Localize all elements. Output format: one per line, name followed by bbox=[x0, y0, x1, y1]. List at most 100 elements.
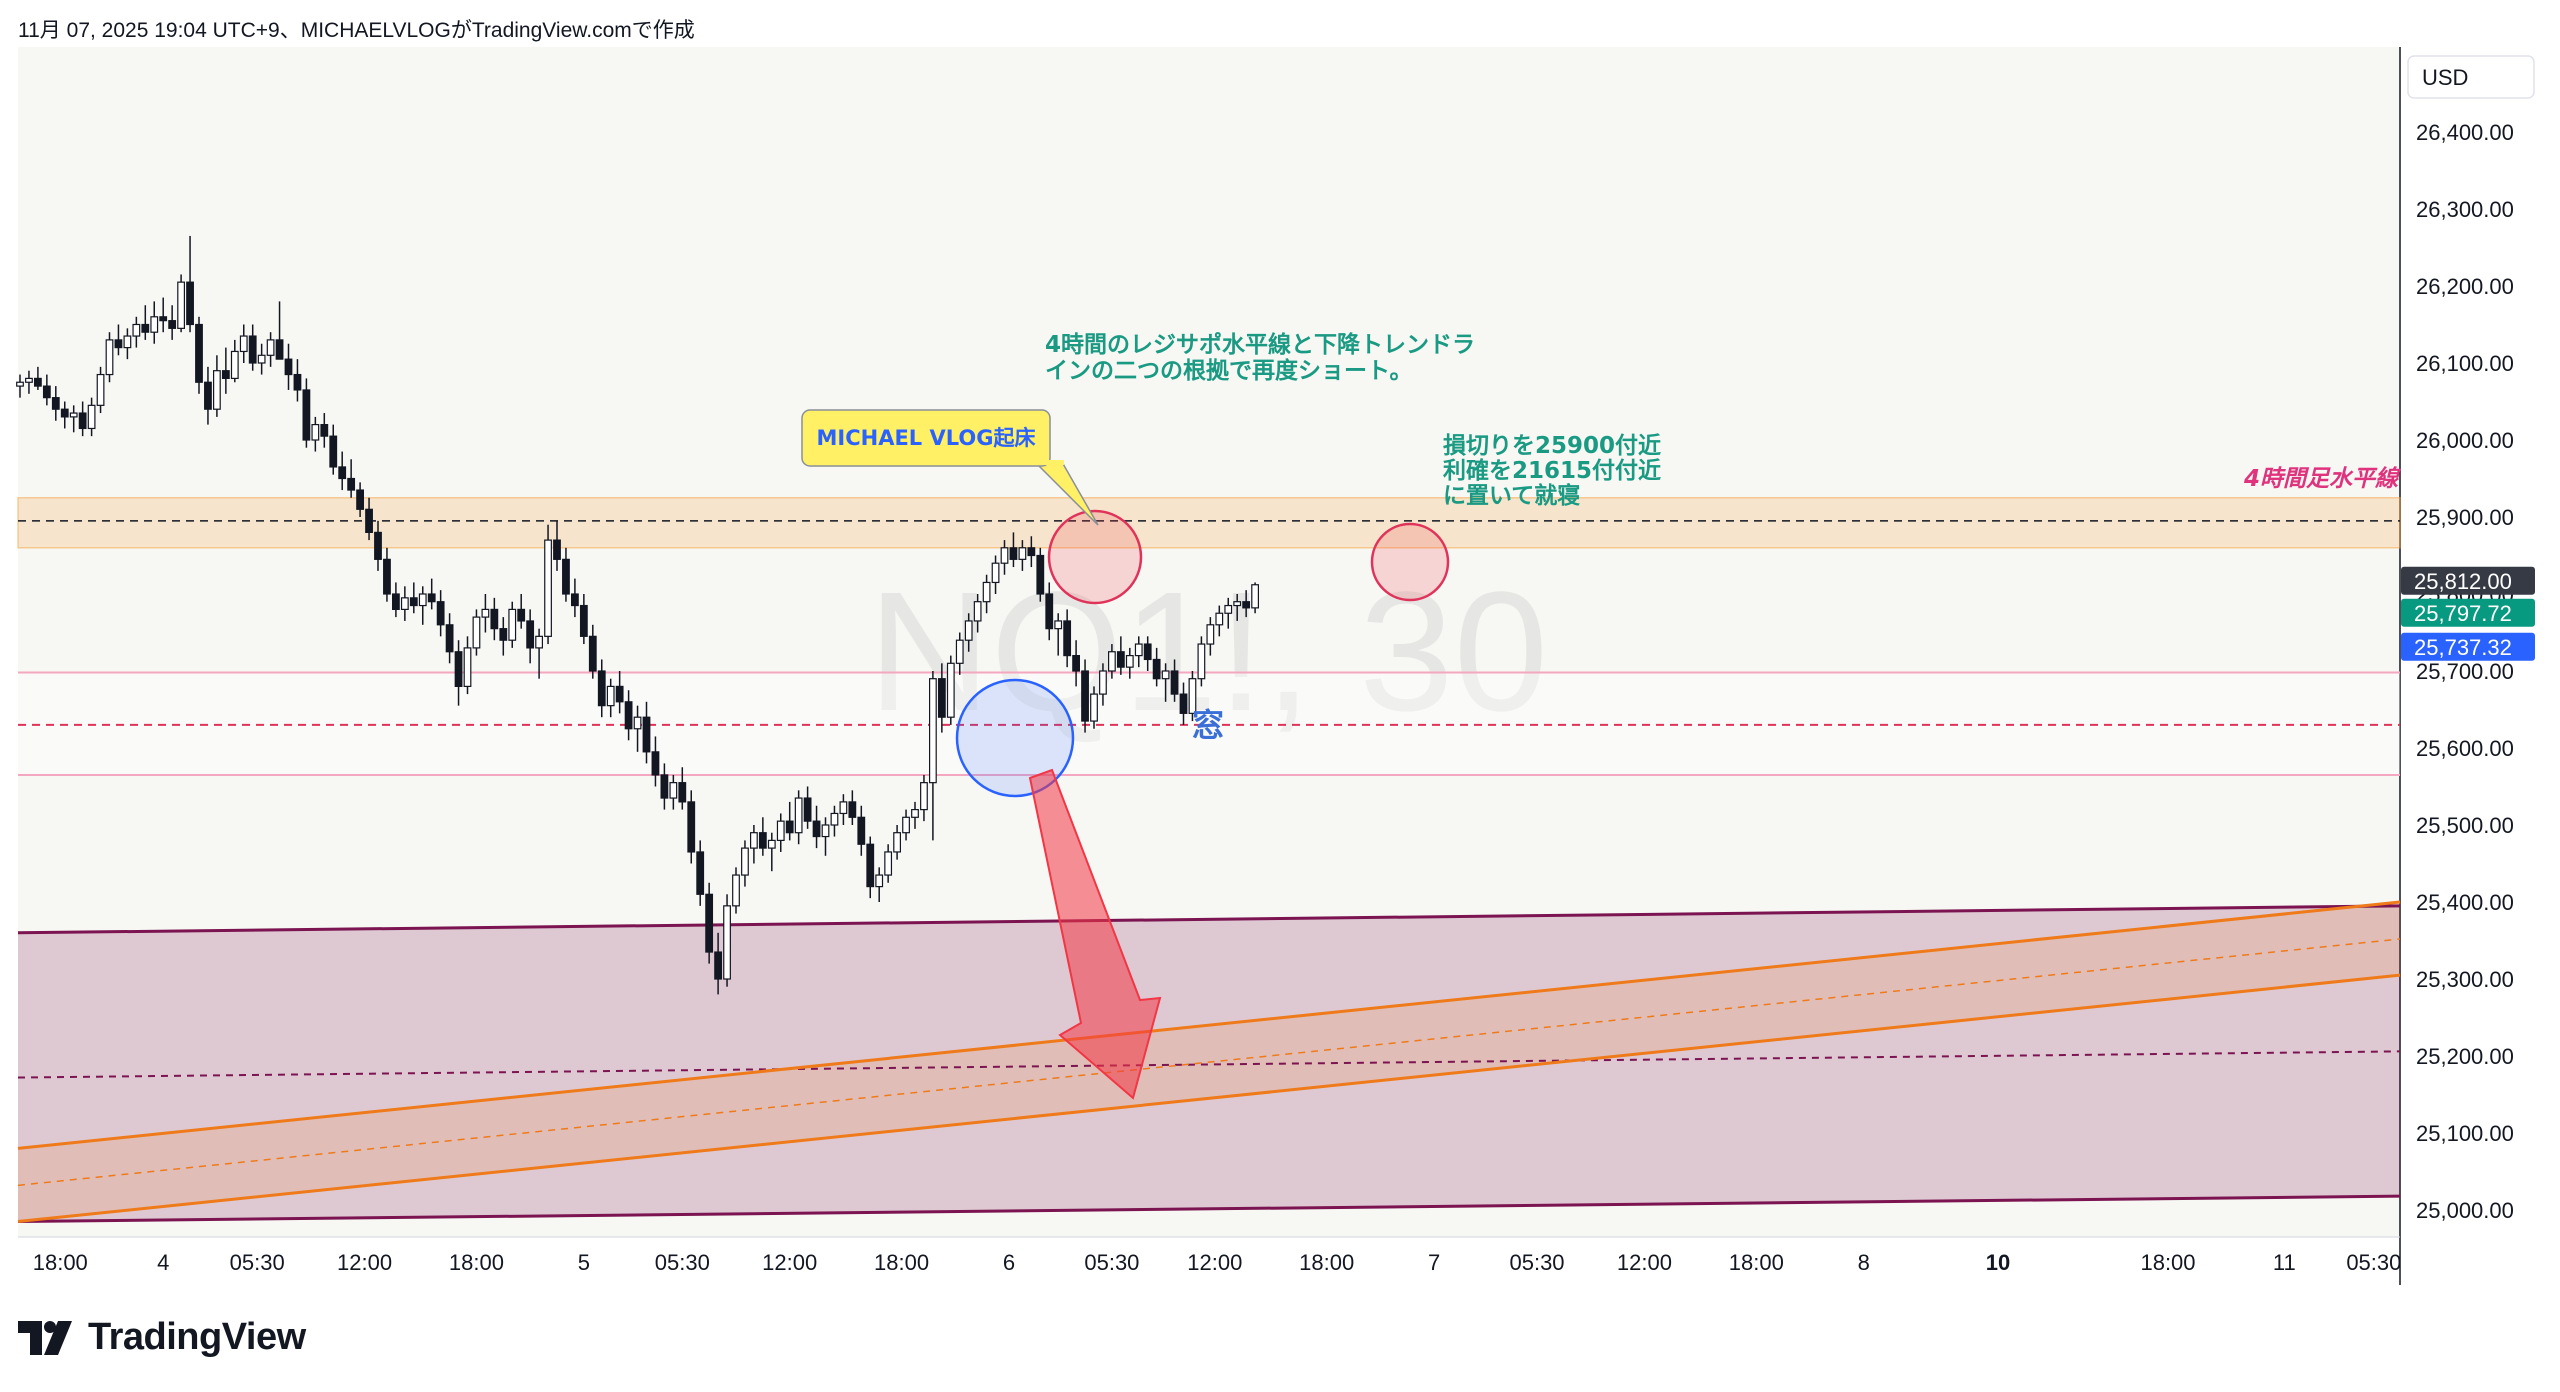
tradingview-logo[interactable]: TradingView bbox=[18, 1316, 306, 1359]
candle-body-down bbox=[78, 412, 87, 430]
candle-body-down bbox=[857, 816, 866, 845]
chart-header: 11月 07, 2025 19:04 UTC+9、MICHAELVLOGがTra… bbox=[18, 19, 695, 42]
candle bbox=[159, 297, 168, 333]
candle-body-up bbox=[266, 339, 275, 356]
window-label: 窓 bbox=[1192, 706, 1224, 744]
candle bbox=[284, 343, 293, 390]
candle-body-up bbox=[928, 678, 937, 784]
short-reason-line-1: 4時間のレジサポ水平線と下降トレンドラ bbox=[1045, 331, 1475, 358]
candle bbox=[1170, 659, 1179, 702]
candle bbox=[741, 840, 749, 887]
time-tick-label: 18:00 bbox=[33, 1250, 88, 1275]
candle bbox=[785, 801, 794, 841]
candle bbox=[1251, 582, 1260, 614]
candle bbox=[96, 366, 105, 414]
candle bbox=[875, 867, 884, 902]
candle-body-up bbox=[105, 339, 114, 376]
candle-body-up bbox=[213, 370, 221, 410]
price-tags: 25,812.00 25,797.72 25,737.32 bbox=[2401, 566, 2535, 661]
candle bbox=[705, 882, 714, 964]
candle-body-down bbox=[490, 608, 499, 630]
candle bbox=[1018, 540, 1027, 571]
price-tick-label: 25,000.00 bbox=[2416, 1198, 2514, 1223]
candle-body-up bbox=[964, 620, 973, 641]
candle bbox=[597, 659, 606, 718]
candle bbox=[69, 405, 78, 433]
candle bbox=[1045, 582, 1054, 641]
candle bbox=[123, 328, 132, 360]
levels-layer bbox=[17, 497, 2401, 776]
candle bbox=[508, 601, 517, 648]
candle bbox=[1072, 640, 1081, 687]
candle-body-down bbox=[159, 316, 168, 322]
candle-body-down bbox=[1170, 670, 1179, 695]
candle-body-down bbox=[1045, 593, 1054, 630]
candle-body-up bbox=[69, 412, 78, 418]
price-tick-label: 25,900.00 bbox=[2416, 505, 2514, 530]
candle-body-down bbox=[60, 408, 69, 418]
channel-bottom-line bbox=[17, 1194, 2401, 1224]
time-tick-label: 5 bbox=[578, 1250, 590, 1275]
candle-body-down bbox=[570, 593, 579, 607]
candle-body-down bbox=[221, 370, 230, 380]
candle bbox=[329, 424, 338, 475]
price-axis[interactable]: 26,400.00 26,300.00 26,200.00 26,100.00 26,0… bbox=[2416, 120, 2514, 1223]
candle-body-down bbox=[42, 385, 51, 399]
candle bbox=[615, 671, 624, 714]
time-axis[interactable]: 18:00 4 05:30 12:00 18:00 5 05:30 12:00 18:00 6 05… bbox=[33, 1250, 2402, 1275]
candle-body-up bbox=[96, 373, 105, 406]
candle bbox=[266, 332, 275, 367]
candle-body-up bbox=[1054, 620, 1063, 630]
time-tick-label: 05:30 bbox=[655, 1250, 710, 1275]
candle-body-down bbox=[1179, 693, 1188, 714]
time-tick-label: 18:00 bbox=[2140, 1250, 2195, 1275]
candle-body-down bbox=[320, 424, 329, 437]
candle-body-down bbox=[356, 489, 364, 510]
price-tick-label: 26,400.00 bbox=[2416, 120, 2514, 145]
candle-body-down bbox=[714, 951, 722, 980]
candle-body-down bbox=[785, 820, 794, 834]
candle-body-up bbox=[1215, 612, 1224, 626]
candle-body-up bbox=[1107, 651, 1116, 672]
candle bbox=[311, 416, 320, 452]
currency-selector[interactable]: USD bbox=[2407, 55, 2535, 99]
candle-body-down bbox=[642, 716, 651, 753]
candle bbox=[687, 790, 696, 864]
candle bbox=[526, 609, 535, 664]
candle bbox=[338, 451, 347, 491]
candle bbox=[78, 401, 87, 437]
candle-body-up bbox=[767, 839, 776, 849]
candle bbox=[839, 794, 848, 825]
candle bbox=[928, 671, 937, 841]
candle bbox=[1027, 536, 1036, 568]
candle bbox=[365, 497, 373, 541]
candle bbox=[982, 574, 991, 614]
candle-body-up bbox=[982, 581, 991, 603]
candle bbox=[1081, 659, 1089, 733]
candle bbox=[248, 324, 257, 371]
candle-body-up bbox=[257, 354, 266, 364]
candle bbox=[1143, 636, 1152, 671]
candle-body-up bbox=[1018, 547, 1027, 560]
price-tick-label: 26,100.00 bbox=[2416, 351, 2514, 376]
candle-body-down bbox=[114, 339, 123, 349]
time-tick-label: 10 bbox=[1986, 1250, 2010, 1275]
descending-channel-fill bbox=[18, 905, 2400, 1222]
candle-body-down bbox=[1009, 547, 1018, 560]
candle-body-down bbox=[866, 843, 875, 888]
candle bbox=[427, 578, 436, 610]
candle bbox=[204, 366, 212, 425]
short-reason-line-2: インの二つの根拠で再度ショート。 bbox=[1045, 357, 1413, 384]
candle-body-down bbox=[302, 389, 311, 441]
price-tag-label: 25,812.00 bbox=[2414, 569, 2512, 594]
candle-body-up bbox=[544, 539, 552, 637]
candle-body-up bbox=[884, 851, 893, 876]
resistance-band bbox=[17, 497, 2401, 549]
candle bbox=[660, 763, 669, 810]
candle-body-up bbox=[239, 335, 248, 353]
candle bbox=[1152, 647, 1161, 687]
candle bbox=[1125, 647, 1134, 679]
trendline-mid bbox=[17, 938, 2401, 1187]
candle bbox=[383, 547, 391, 602]
